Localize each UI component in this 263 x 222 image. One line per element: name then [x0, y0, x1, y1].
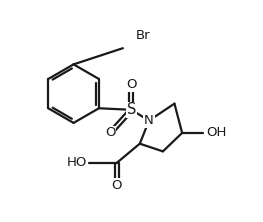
Text: O: O	[112, 179, 122, 192]
Text: HO: HO	[67, 157, 87, 169]
Text: Br: Br	[136, 29, 150, 42]
Text: S: S	[127, 102, 136, 117]
Text: OH: OH	[206, 126, 226, 139]
Text: O: O	[126, 78, 136, 91]
Text: O: O	[105, 126, 116, 139]
Text: N: N	[144, 114, 154, 127]
